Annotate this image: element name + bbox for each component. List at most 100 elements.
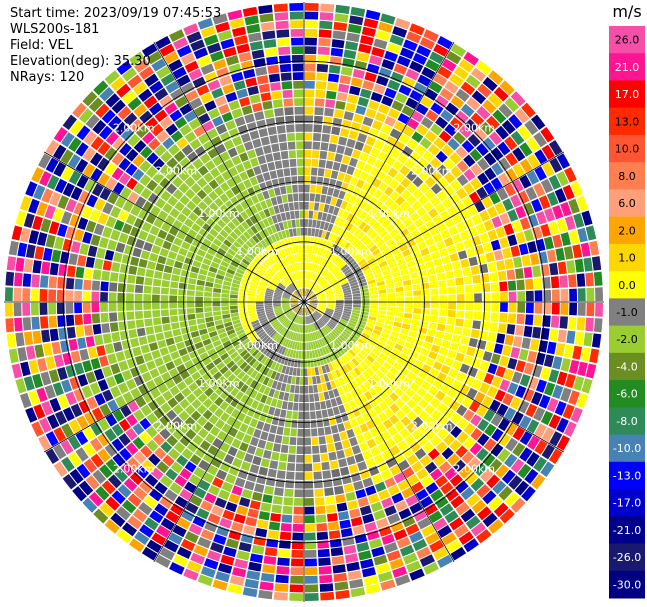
ppi-gate — [318, 278, 325, 285]
ppi-gate — [77, 374, 89, 387]
ppi-gate — [212, 579, 228, 591]
ppi-gate — [292, 402, 299, 411]
ppi-gate — [507, 382, 519, 395]
ppi-gate — [304, 63, 316, 72]
ppi-gate — [425, 109, 439, 122]
ppi-gate — [125, 428, 138, 441]
ppi-gate — [276, 470, 286, 479]
ppi-gate — [533, 132, 548, 148]
ppi-gate — [426, 328, 436, 337]
ppi-gate — [318, 366, 323, 375]
ppi-gate — [559, 316, 569, 329]
ppi-gate — [443, 158, 456, 171]
ppi-gate — [221, 379, 231, 390]
ppi-gate — [193, 544, 209, 557]
ppi-gate — [328, 252, 335, 261]
ppi-gate — [306, 316, 309, 325]
ppi-gate — [22, 317, 32, 331]
ppi-gate — [369, 351, 378, 360]
ppi-gate — [470, 112, 485, 127]
ppi-gate — [409, 531, 424, 544]
ppi-gate — [366, 63, 380, 75]
ppi-gate — [398, 133, 410, 145]
ppi-gate — [312, 283, 318, 291]
ppi-gate — [439, 210, 451, 221]
ppi-gate — [239, 349, 248, 358]
ppi-gate — [79, 348, 90, 361]
ppi-gate — [440, 364, 451, 375]
ppi-gate — [169, 288, 178, 295]
ppi-gate — [107, 399, 119, 412]
ppi-gate — [371, 332, 380, 340]
ppi-gate — [499, 80, 515, 96]
ppi-gate — [479, 468, 494, 483]
ppi-gate — [373, 434, 384, 445]
ppi-gate — [277, 364, 284, 373]
ppi-gate — [327, 298, 335, 301]
ppi-gate — [352, 307, 361, 311]
ppi-gate — [299, 385, 304, 394]
ppi-gate — [340, 318, 349, 324]
ppi-gate — [289, 593, 304, 601]
ppi-gate — [327, 300, 335, 302]
ppi-gate — [576, 392, 589, 409]
ppi-gate — [359, 152, 369, 163]
ppi-gate — [577, 361, 588, 377]
ppi-gate — [472, 274, 481, 284]
ppi-gate — [394, 17, 411, 30]
ppi-gate — [361, 566, 377, 578]
ppi-gate — [317, 548, 330, 558]
ppi-gate — [82, 497, 98, 513]
ppi-gate — [232, 419, 243, 430]
ppi-gate — [173, 357, 183, 367]
ppi-gate — [508, 302, 517, 313]
ppi-gate — [462, 327, 472, 337]
ppi-gate — [459, 363, 470, 374]
ppi-gate — [75, 447, 89, 462]
ppi-gate — [529, 253, 540, 266]
ppi-gate — [321, 133, 330, 143]
ppi-gate — [333, 572, 348, 583]
ppi-gate — [293, 306, 300, 312]
ppi-gate — [318, 392, 325, 401]
ppi-gate — [506, 269, 516, 280]
ppi-gate — [519, 431, 533, 446]
ppi-gate — [82, 302, 91, 313]
ppi-gate — [515, 205, 527, 219]
ppi-gate — [313, 312, 319, 320]
ppi-gate — [336, 92, 348, 102]
ppi-gate — [345, 326, 354, 333]
ppi-gate — [181, 509, 195, 522]
ppi-gate — [552, 356, 563, 370]
ppi-gate — [73, 362, 85, 375]
ppi-gate — [470, 265, 480, 275]
ppi-gate — [361, 295, 370, 299]
ppi-gate — [17, 347, 28, 362]
ppi-gate — [335, 257, 342, 266]
ppi-gate — [356, 415, 365, 425]
ppi-gate — [291, 304, 299, 308]
ppi-gate — [304, 523, 316, 532]
ppi-gate — [289, 340, 294, 349]
ppi-gate — [305, 288, 308, 297]
ppi-gate — [324, 487, 334, 497]
ppi-gate — [274, 487, 284, 497]
ppi-gate — [538, 251, 548, 264]
ppi-gate — [100, 312, 109, 323]
ppi-gate — [304, 385, 309, 394]
ppi-gate — [294, 306, 301, 313]
ppi-gate — [331, 468, 341, 478]
ppi-gate — [380, 13, 396, 25]
ppi-gate — [251, 544, 265, 555]
ppi-gate — [362, 182, 371, 192]
ppi-gate — [557, 261, 567, 275]
ppi-gate — [160, 517, 175, 531]
ppi-gate — [281, 304, 290, 307]
ppi-gate — [406, 398, 417, 410]
ppi-gate — [350, 314, 359, 320]
ppi-gate — [371, 373, 381, 383]
ppi-gate — [266, 311, 275, 317]
ppi-gate — [457, 250, 468, 260]
ppi-gate — [483, 182, 496, 195]
ppi-gate — [208, 403, 219, 414]
